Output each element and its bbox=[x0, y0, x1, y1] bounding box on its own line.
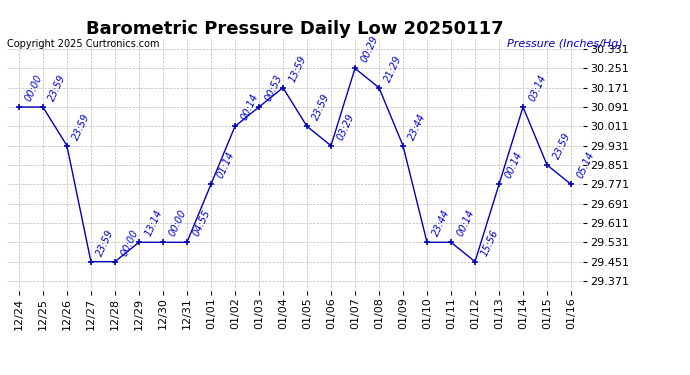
Text: 03:14: 03:14 bbox=[527, 73, 548, 103]
Text: Copyright 2025 Curtronics.com: Copyright 2025 Curtronics.com bbox=[7, 39, 159, 50]
Text: 23:59: 23:59 bbox=[95, 228, 116, 258]
Text: 04:55: 04:55 bbox=[191, 208, 212, 238]
Text: 15:56: 15:56 bbox=[479, 228, 500, 258]
Text: 00:00: 00:00 bbox=[119, 228, 140, 258]
Text: 21:29: 21:29 bbox=[383, 54, 404, 84]
Text: 23:44: 23:44 bbox=[431, 208, 452, 238]
Text: 00:14: 00:14 bbox=[503, 150, 524, 180]
Text: 00:14: 00:14 bbox=[239, 92, 260, 122]
Text: 23:59: 23:59 bbox=[47, 73, 68, 103]
Text: 05:14: 05:14 bbox=[575, 150, 596, 180]
Text: Pressure (Inches/Hg): Pressure (Inches/Hg) bbox=[507, 39, 623, 50]
Text: 23:59: 23:59 bbox=[551, 131, 572, 161]
Text: 00:29: 00:29 bbox=[359, 34, 380, 64]
Text: 00:00: 00:00 bbox=[167, 208, 188, 238]
Text: 23:44: 23:44 bbox=[407, 112, 428, 141]
Text: 00:00: 00:00 bbox=[23, 73, 44, 103]
Text: 13:59: 13:59 bbox=[287, 54, 308, 84]
Title: Barometric Pressure Daily Low 20250117: Barometric Pressure Daily Low 20250117 bbox=[86, 20, 504, 38]
Text: 00:14: 00:14 bbox=[455, 208, 476, 238]
Text: 03:29: 03:29 bbox=[335, 112, 356, 141]
Text: 13:14: 13:14 bbox=[143, 208, 164, 238]
Text: 00:53: 00:53 bbox=[263, 73, 284, 103]
Text: 23:59: 23:59 bbox=[311, 92, 332, 122]
Text: 23:59: 23:59 bbox=[71, 112, 92, 141]
Text: 01:14: 01:14 bbox=[215, 150, 236, 180]
